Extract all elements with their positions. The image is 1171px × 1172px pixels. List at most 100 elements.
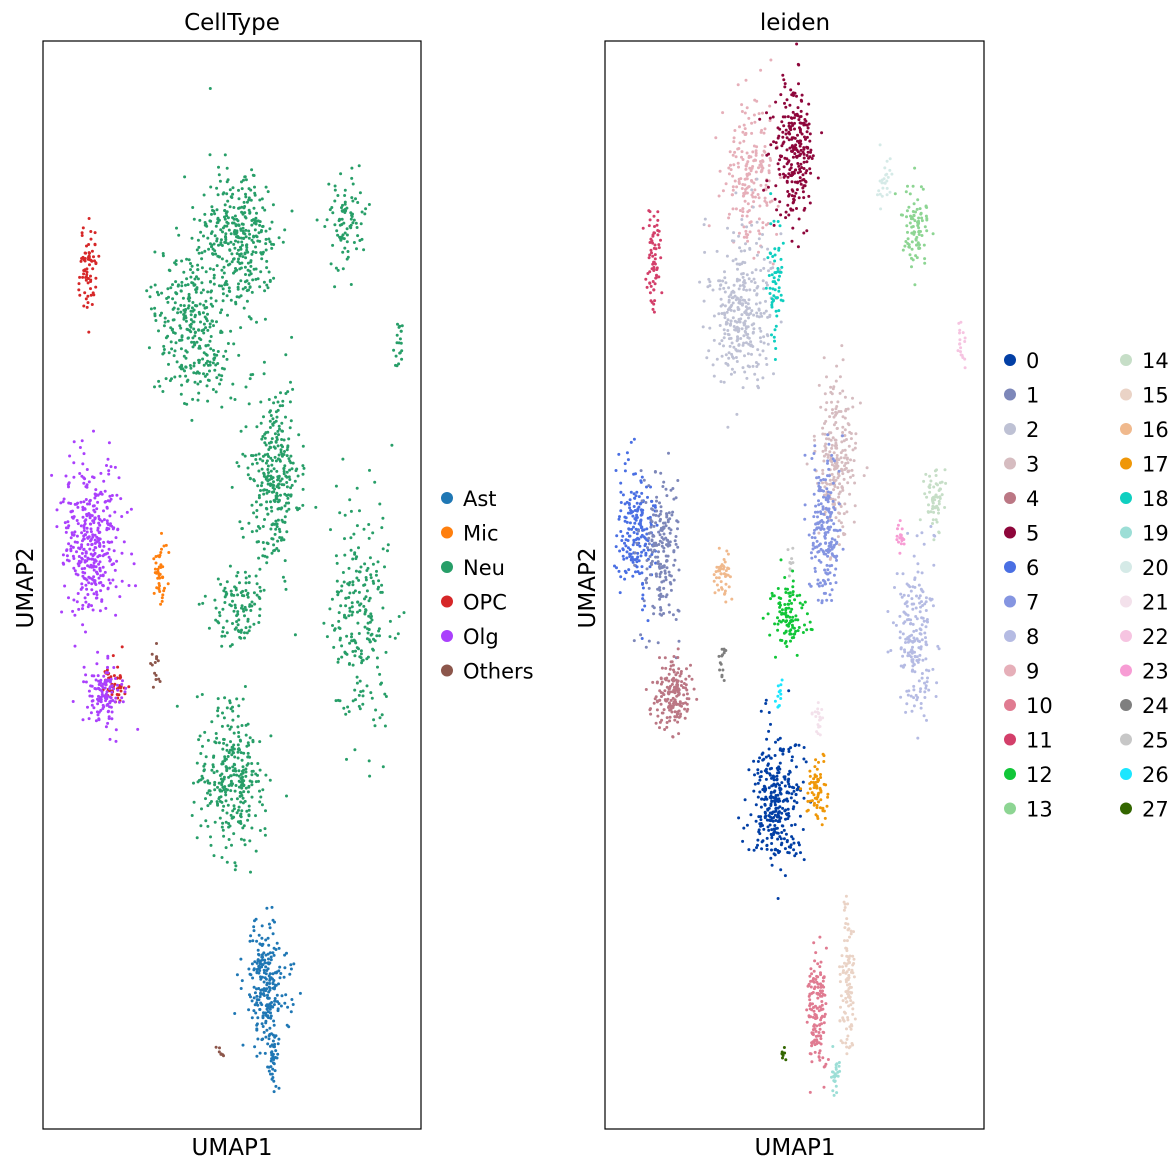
point-Neu <box>235 217 239 221</box>
point-Neu <box>222 265 226 269</box>
point-2 <box>735 339 739 343</box>
point-2 <box>728 323 732 327</box>
point-Neu <box>216 709 220 713</box>
point-Neu <box>170 347 174 351</box>
point-Neu <box>258 457 262 461</box>
point-Neu <box>364 207 368 211</box>
point-7 <box>803 503 807 507</box>
point-OPC <box>86 277 90 280</box>
point-Neu <box>285 501 288 505</box>
point-Neu <box>237 769 241 773</box>
point-23 <box>896 523 900 527</box>
point-2 <box>738 246 742 250</box>
point-Olg <box>116 527 120 531</box>
point-9 <box>740 214 744 218</box>
point-Neu <box>243 614 246 618</box>
point-Neu <box>281 404 285 408</box>
point-3 <box>842 532 845 535</box>
point-Mic <box>156 576 160 580</box>
point-Neu <box>217 173 221 177</box>
point-8 <box>914 606 918 610</box>
point-Olg <box>87 603 91 607</box>
point-Neu <box>383 724 387 728</box>
point-8 <box>924 600 928 604</box>
point-Olg <box>88 502 91 506</box>
point-13 <box>917 246 921 250</box>
point-Neu <box>355 576 359 580</box>
point-Olg <box>103 489 107 493</box>
point-Ast <box>262 971 266 975</box>
point-2 <box>752 313 756 317</box>
point-Olg <box>71 554 75 558</box>
point-Neu <box>231 382 235 386</box>
point-Olg <box>107 441 111 445</box>
point-9 <box>757 217 761 221</box>
point-Neu <box>258 829 262 832</box>
point-1 <box>660 541 664 545</box>
point-7 <box>834 528 838 532</box>
point-Neu <box>349 548 353 552</box>
point-Neu <box>238 254 242 258</box>
point-8 <box>917 583 921 587</box>
point-1 <box>671 510 675 514</box>
point-Neu <box>216 221 220 224</box>
point-18 <box>774 324 778 328</box>
point-Olg <box>85 587 89 591</box>
point-Neu <box>248 477 252 481</box>
point-Ast <box>241 1043 245 1047</box>
point-8 <box>917 596 921 600</box>
point-OPC <box>89 278 93 282</box>
point-Ast <box>275 993 279 997</box>
point-5 <box>805 229 809 233</box>
point-Neu <box>244 228 248 232</box>
point-5 <box>786 115 790 119</box>
point-Neu <box>254 458 258 461</box>
point-5 <box>796 133 799 137</box>
point-1 <box>662 564 666 568</box>
point-Neu <box>189 322 193 326</box>
point-7 <box>813 555 817 559</box>
point-Neu <box>344 209 348 213</box>
point-Neu <box>345 206 349 210</box>
point-5 <box>802 196 806 200</box>
point-Neu <box>250 773 254 777</box>
point-Neu <box>239 837 243 841</box>
point-5 <box>786 175 790 179</box>
point-9 <box>736 161 740 165</box>
point-Neu <box>161 390 165 393</box>
point-3 <box>836 486 840 490</box>
point-7 <box>824 591 827 595</box>
point-2 <box>726 308 730 312</box>
point-Neu <box>384 695 388 698</box>
point-9 <box>741 210 745 214</box>
point-Olg <box>89 538 93 541</box>
point-9 <box>737 231 741 235</box>
point-5 <box>787 172 791 176</box>
point-Neu <box>398 337 402 341</box>
point-4 <box>681 702 685 705</box>
point-Neu <box>250 503 254 507</box>
point-8 <box>915 594 918 598</box>
point-7 <box>813 536 817 540</box>
point-11 <box>648 291 652 295</box>
point-8 <box>899 695 903 699</box>
point-Ast <box>253 1045 257 1049</box>
point-Mic <box>158 584 161 588</box>
point-3 <box>840 344 844 348</box>
point-Neu <box>244 195 248 199</box>
point-Neu <box>244 425 248 429</box>
point-23 <box>897 540 900 544</box>
point-2 <box>723 332 727 336</box>
point-8 <box>925 680 929 684</box>
point-Neu <box>361 702 365 706</box>
point-2 <box>743 249 747 253</box>
point-14 <box>931 504 935 508</box>
point-Neu <box>328 208 332 212</box>
point-Olg <box>105 519 109 523</box>
point-9 <box>717 194 721 198</box>
point-Neu <box>200 251 204 255</box>
point-Ast <box>250 962 254 966</box>
point-Ast <box>265 1003 269 1007</box>
point-Neu <box>240 628 243 632</box>
point-Neu <box>206 363 210 367</box>
